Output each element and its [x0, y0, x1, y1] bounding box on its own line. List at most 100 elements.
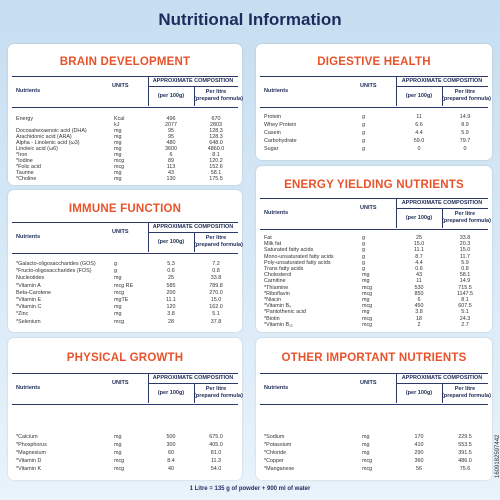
unit: g: [362, 130, 365, 136]
per-litre: 54.0: [210, 466, 222, 472]
nutrient-name: Casein: [264, 130, 281, 136]
unit: mcg: [114, 466, 125, 472]
column-header: Per litre: [205, 386, 227, 392]
nutrient-name: *Vitamin D: [16, 458, 42, 464]
per-litre: 24.3: [459, 315, 471, 322]
unit: mg: [114, 304, 122, 311]
per-100g: 2: [417, 321, 421, 328]
per-litre: 128.3: [209, 134, 223, 140]
per-100g: 18: [416, 315, 422, 322]
column-header: APPROXIMATE COMPOSITION: [152, 375, 234, 381]
per-100g: 43: [416, 272, 422, 279]
per-100g: 6: [169, 152, 173, 158]
column-header: Nutrients: [264, 88, 289, 94]
nutrient-name: *Sodium: [264, 434, 285, 440]
unit: Kcal: [114, 116, 125, 122]
table-header: [12, 373, 238, 405]
per-litre: 5.1: [461, 309, 469, 316]
nutrient-name: Carbohydrate: [264, 138, 297, 144]
per-100g: 56: [416, 466, 422, 472]
section-panel: DIGESTIVE HEALTH Nutrients UNITS APPROXIMAT…: [256, 44, 492, 160]
per-100g: 500: [166, 434, 176, 440]
per-litre: 5.1: [212, 311, 220, 318]
header-divider: [148, 86, 238, 87]
nutrient-name: *Biotin: [264, 315, 280, 322]
unit: mg: [114, 450, 122, 456]
per-litre: 175.5: [209, 176, 223, 182]
unit: g: [362, 235, 365, 241]
per-litre: 0.8: [212, 268, 220, 275]
nutrient-name: *Vitamin C: [16, 304, 42, 311]
header-divider: [442, 86, 443, 106]
per-litre: 152.6: [209, 164, 223, 170]
nutrient-name: Linoleic acid (ω6): [16, 146, 58, 152]
per-100g: 290: [414, 450, 424, 456]
per-100g: 8.7: [415, 253, 423, 260]
nutrient-name: Cholesterol: [264, 272, 292, 279]
column-header: (per 100g): [405, 215, 433, 221]
nutrient-name: Alpha - Linolenic acid (ω3): [16, 140, 80, 146]
per-100g: 450: [414, 303, 424, 310]
header-divider: [396, 198, 397, 228]
per-100g: 40: [168, 466, 174, 472]
per-litre: 75.6: [459, 466, 471, 472]
nutrient-name: Poly-unsaturated fatty acids: [264, 259, 331, 266]
header-divider: [148, 383, 238, 384]
per-litre: 15.0: [459, 247, 471, 254]
per-100g: 25: [168, 275, 174, 282]
section-title: BRAIN DEVELOPMENT: [59, 56, 191, 68]
footer-note: 1 Litre = 135 g of powder + 900 ml of wa…: [189, 486, 311, 492]
per-100g: 60: [168, 450, 174, 456]
per-100g: 4.4: [415, 130, 423, 136]
per-100g: 95: [168, 134, 174, 140]
per-litre: 1147.5: [456, 290, 474, 297]
unit: mcg: [362, 466, 373, 472]
per-100g: 850: [414, 290, 424, 297]
column-header: UNITS: [360, 380, 377, 386]
table-header: [260, 198, 488, 230]
nutrient-name: Arachidonic acid (ARA): [16, 134, 72, 140]
per-litre: 8.1: [212, 152, 220, 158]
per-100g: 89: [168, 158, 174, 164]
section-panel: BRAIN DEVELOPMENT Nutrients UNITS APPROXIMA…: [8, 44, 243, 185]
column-header: Nutrients: [16, 234, 41, 240]
per-litre: 670: [211, 116, 221, 122]
unit: mg: [114, 275, 122, 282]
section-title: DIGESTIVE HEALTH: [317, 56, 431, 68]
unit: g: [362, 266, 365, 272]
unit: mcg: [114, 158, 125, 164]
per-litre: 5.9: [461, 130, 469, 136]
column-header: (prepared formula): [442, 218, 491, 224]
column-header: (per 100g): [405, 93, 433, 99]
per-100g: 6: [417, 297, 421, 303]
section-panel: PHYSICAL GROWTH Nutrients UNITS APPROXIMATE…: [8, 338, 243, 480]
header-divider: [148, 76, 149, 106]
unit: g: [362, 138, 365, 144]
unit: mg: [362, 450, 370, 456]
unit: mg: [114, 134, 122, 140]
section-title: OTHER IMPORTANT NUTRIENTS: [281, 352, 467, 364]
unit: g: [362, 259, 365, 266]
nutrient-name: Sugar: [264, 146, 279, 152]
unit: mcg: [114, 458, 125, 464]
unit: mcg: [362, 303, 373, 310]
unit: mg: [362, 442, 370, 448]
nutrient-name: *Galacto-oligosaccharides (GOS): [16, 261, 96, 267]
header-divider: [194, 86, 195, 106]
per-100g: 200: [166, 289, 176, 296]
section-title: PHYSICAL GROWTH: [66, 352, 184, 364]
unit: mg: [362, 434, 370, 440]
per-100g: 11.1: [413, 247, 425, 254]
unit: mg: [114, 146, 122, 152]
nutrient-name: *Vitamin A: [16, 282, 41, 289]
per-litre: 37.8: [210, 318, 222, 325]
per-100g: 5.3: [167, 261, 175, 267]
column-header: Per litre: [205, 235, 227, 241]
column-header: UNITS: [112, 229, 129, 235]
nutrient-name: Nucleotides: [16, 275, 45, 282]
per-100g: 3.8: [415, 309, 423, 316]
unit: g: [362, 253, 365, 260]
column-header: UNITS: [360, 205, 377, 211]
nutrient-name: *Manganese: [264, 466, 295, 472]
nutrient-name: Taurine: [16, 170, 34, 176]
